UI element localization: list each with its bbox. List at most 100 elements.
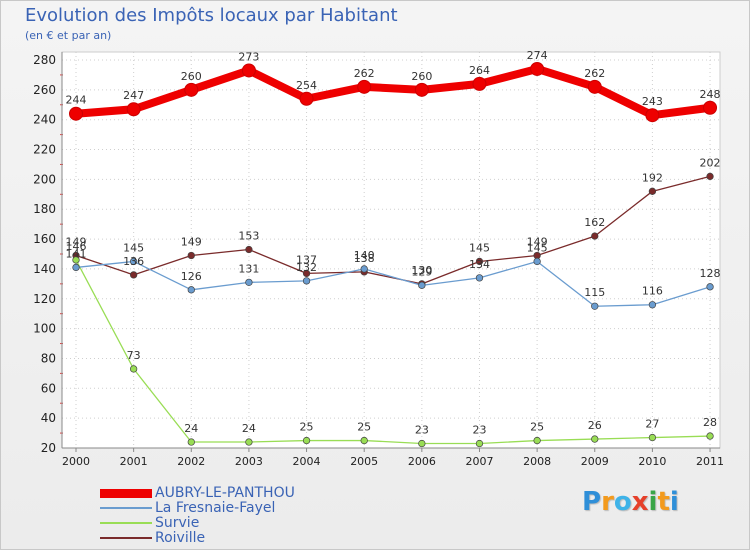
point-aubry-le-panthou-2006 [414,82,429,97]
x-tick-label-2004: 2004 [293,455,321,468]
data-label-roiville-2000: 149 [66,235,87,248]
point-aubry-le-panthou-2005 [357,79,372,94]
legend-label-roiville: Roiville [155,530,206,546]
chart-subtitle: (en € et par an) [25,29,112,42]
point-survie-2001 [129,365,138,373]
point-la-fresnaie-fayel-2001 [129,257,138,266]
y-tick-label-220: 220 [33,143,56,157]
series-line-survie [75,259,711,445]
legend-swatch-survie [100,522,152,524]
point-survie-2006 [418,439,426,448]
data-label-la-fresnaie-fayel-2006: 129 [411,265,432,278]
point-aubry-le-panthou-2008 [530,61,545,76]
point-roiville-2011 [706,172,714,181]
x-tick-label-2001: 2001 [120,455,148,468]
legend-item-survie: Survie [100,515,199,531]
data-label-la-fresnaie-fayel-2001: 145 [123,241,144,254]
data-label-survie-2008: 25 [530,421,544,434]
point-roiville-2002 [187,251,195,260]
point-roiville-2001 [129,271,138,279]
point-survie-2007 [475,439,484,448]
y-tick-label-280: 280 [33,53,56,67]
data-label-la-fresnaie-fayel-2010: 116 [642,285,663,298]
y-tick-label-260: 260 [33,83,56,97]
point-aubry-le-panthou-2003 [241,63,256,78]
series-line-la-fresnaie-fayel [75,260,711,307]
data-label-survie-2010: 27 [645,418,659,431]
point-survie-2009 [591,435,599,443]
data-label-aubry-le-panthou-2005: 262 [354,67,375,80]
data-label-aubry-le-panthou-2004: 254 [296,79,317,92]
point-survie-2011 [706,432,714,440]
data-label-roiville-2004: 137 [296,253,317,266]
data-label-aubry-le-panthou-2011: 248 [700,88,721,101]
point-la-fresnaie-fayel-2010 [648,301,657,309]
x-tick-label-2002: 2002 [177,455,205,468]
series-line-aubry-le-panthou [75,64,711,120]
y-tick-label-140: 140 [33,262,56,276]
y-tick-label-20: 20 [41,441,56,455]
data-label-aubry-le-panthou-2001: 247 [123,89,144,102]
data-label-roiville-2006: 130 [411,264,432,277]
point-aubry-le-panthou-2001 [126,102,141,117]
point-roiville-2009 [591,232,599,240]
legend-swatch-aubry-le-panthou [100,488,152,498]
y-tick-label-180: 180 [33,202,56,216]
data-label-aubry-le-panthou-2010: 243 [642,95,663,108]
logo-letter: i [648,487,658,517]
point-roiville-2004 [302,269,311,278]
chart-title: Evolution des Impôts locaux par Habitant [25,5,398,26]
point-survie-2005 [360,436,368,445]
data-label-aubry-le-panthou-2008: 274 [527,49,548,62]
data-label-survie-2004: 25 [300,421,314,434]
data-label-la-fresnaie-fayel-2000: 141 [66,247,87,260]
data-label-aubry-le-panthou-2002: 260 [181,70,202,83]
point-la-fresnaie-fayel-2007 [475,274,484,282]
point-roiville-2010 [648,187,657,195]
logo-letter: o [613,487,632,517]
point-survie-2004 [302,436,311,445]
point-la-fresnaie-fayel-2003 [245,278,253,287]
y-tick-label-100: 100 [33,322,56,336]
legend-label-la-fresnaie-fayel: La Fresnaie-Fayel [155,500,276,516]
data-label-survie-2009: 26 [588,419,602,432]
data-label-aubry-le-panthou-2009: 262 [584,67,605,80]
data-label-la-fresnaie-fayel-2011: 128 [700,267,721,280]
point-roiville-2007 [475,257,484,266]
x-tick-label-2003: 2003 [235,455,263,468]
data-label-survie-2006: 23 [415,424,429,437]
point-la-fresnaie-fayel-2009 [591,302,599,310]
data-label-roiville-2009: 162 [584,216,605,229]
data-label-aubry-le-panthou-2000: 244 [66,94,87,107]
data-label-survie-2011: 28 [703,416,717,429]
data-label-aubry-le-panthou-2003: 273 [238,50,259,63]
x-tick-label-2011: 2011 [696,455,724,468]
data-label-survie-2002: 24 [184,422,198,435]
point-aubry-le-panthou-2011 [703,100,718,115]
data-label-roiville-2002: 149 [181,235,202,248]
logo-letter: r [601,487,614,517]
y-tick-label-120: 120 [33,292,56,306]
point-la-fresnaie-fayel-2011 [706,283,714,291]
logo-letter: P [582,487,602,517]
plot-area [61,51,721,449]
legend-item-roiville: Roiville [100,530,205,546]
point-survie-2000 [72,256,80,264]
point-aubry-le-panthou-2007 [472,76,487,91]
data-label-roiville-2010: 192 [642,171,663,184]
y-tick-label-160: 160 [33,232,56,246]
data-label-la-fresnaie-fayel-2004: 132 [296,261,317,274]
legend-swatch-la-fresnaie-fayel [100,507,152,509]
point-survie-2003 [245,438,253,446]
x-tick-label-2007: 2007 [465,455,493,468]
y-tick-label-60: 60 [41,381,56,395]
data-label-roiville-2005: 138 [354,252,375,265]
y-tick-label-40: 40 [41,411,56,425]
data-label-roiville-2007: 145 [469,241,490,254]
data-label-la-fresnaie-fayel-2009: 115 [584,286,605,299]
data-label-roiville-2011: 202 [700,156,721,169]
legend-label-survie: Survie [155,515,200,531]
data-label-roiville-2001: 136 [123,255,144,268]
legend-item-la-fresnaie-fayel: La Fresnaie-Fayel [100,500,275,516]
